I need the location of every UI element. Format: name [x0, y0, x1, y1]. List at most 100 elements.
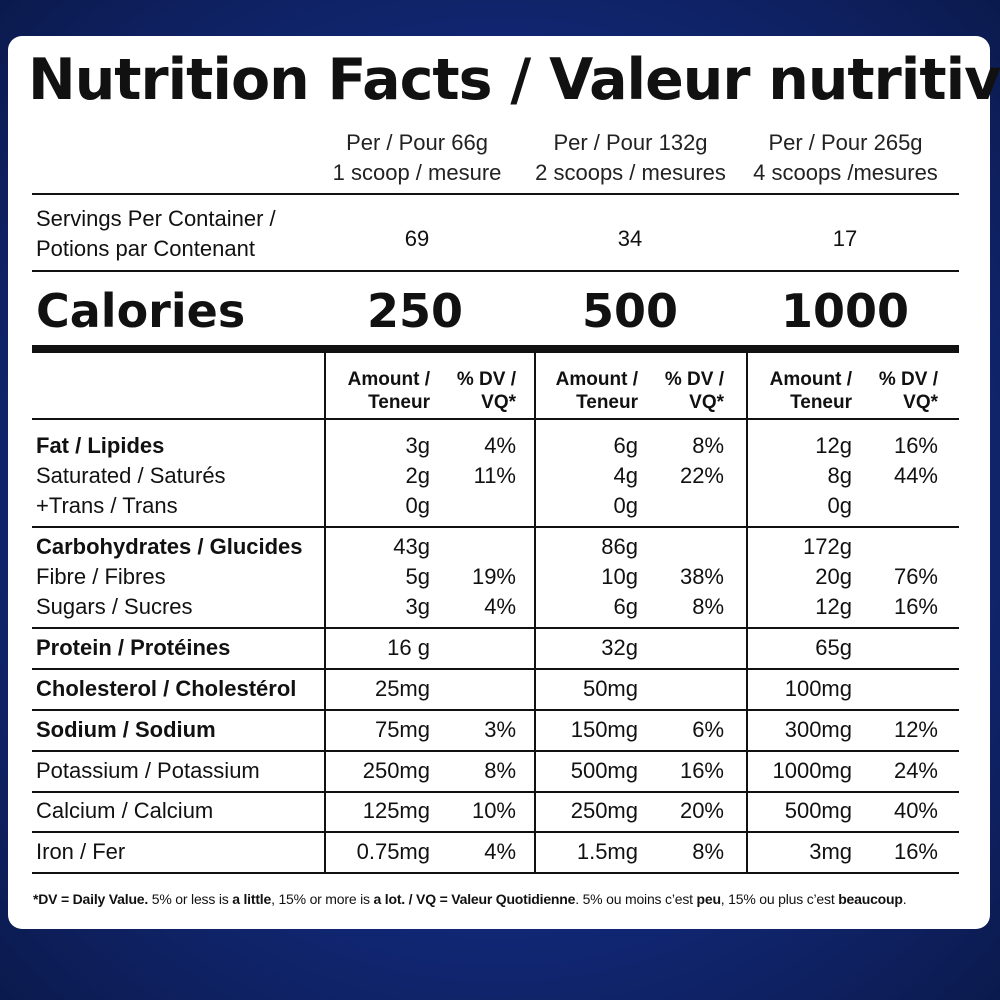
- amount-cell: 0g: [827, 493, 852, 518]
- amount-cell: 0g: [405, 493, 430, 518]
- amount-header: Amount / Teneur: [752, 368, 852, 414]
- serving-header-1-line2: 1 scoop / mesure: [332, 160, 502, 185]
- nutrient-label: +Trans / Trans: [36, 493, 178, 518]
- amount-cell: 65g: [815, 635, 852, 660]
- amount-cell: 86g: [601, 534, 638, 559]
- dv-cell: 40%: [893, 798, 938, 823]
- nutrient-label: Sugars / Sucres: [36, 594, 193, 619]
- serving-header-2-line1: Per / Pour 132g: [553, 130, 708, 155]
- amount-cell: 4g: [613, 463, 638, 488]
- nutrient-label: Sodium / Sodium: [36, 717, 216, 742]
- footnote-part: peu: [696, 891, 721, 907]
- thick-divider: [32, 345, 959, 353]
- serving-header-3: Per / Pour 265g 4 scoops /mesures: [748, 128, 943, 188]
- amount-cell: 25mg: [374, 676, 430, 701]
- amount-header: Amount / Teneur: [538, 368, 638, 414]
- amount-cell: 5g: [405, 564, 430, 589]
- amount-cell: 3g: [405, 594, 430, 619]
- amount-header-line1: Amount /: [769, 369, 852, 390]
- amount-cell: 12g: [815, 594, 852, 619]
- dv-header-line2: VQ*: [481, 392, 516, 413]
- amount-cell: 0g: [613, 493, 638, 518]
- amount-cell: 3g: [405, 433, 430, 458]
- amount-cell: 43g: [393, 534, 430, 559]
- serving-header-2-line2: 2 scoops / mesures: [535, 160, 726, 185]
- calories-value-2: 500: [581, 284, 679, 338]
- amount-cell: 1000mg: [772, 758, 852, 783]
- amount-cell: 6g: [613, 433, 638, 458]
- amount-header-line2: Teneur: [368, 392, 430, 413]
- dv-cell: 6%: [692, 717, 724, 742]
- amount-header: Amount / Teneur: [330, 368, 430, 414]
- footnote-part: 5% or less is: [148, 891, 233, 907]
- dv-cell: 12%: [893, 717, 938, 742]
- amount-cell: 32g: [601, 635, 638, 660]
- amount-cell: 250mg: [570, 798, 638, 823]
- dv-cell: 16%: [893, 839, 938, 864]
- dv-cell: 8%: [692, 839, 724, 864]
- footnote-part: beaucoup: [838, 891, 903, 907]
- dv-cell: 16%: [893, 433, 938, 458]
- column-divider: [534, 353, 536, 873]
- nutrient-label: Calcium / Calcium: [36, 798, 214, 823]
- servings-label-line1: Servings Per Container /: [36, 206, 276, 231]
- serving-header-1-line1: Per / Pour 66g: [346, 130, 488, 155]
- footnote-part: / VQ = Valeur Quotidienne: [404, 891, 576, 907]
- footnote-part: , 15% ou plus c’est: [720, 891, 839, 907]
- page-title: Nutrition Facts / Valeur nutritive: [28, 47, 1000, 113]
- footnote-part: . 5% ou moins c’est: [575, 891, 697, 907]
- divider: [32, 668, 959, 670]
- amount-cell: 500mg: [784, 798, 852, 823]
- nutrient-label: Protein / Protéines: [36, 635, 231, 660]
- serving-header-3-line1: Per / Pour 265g: [768, 130, 923, 155]
- dv-cell: 44%: [893, 463, 938, 488]
- amount-header-line2: Teneur: [576, 392, 638, 413]
- column-divider: [746, 353, 748, 873]
- dv-cell: 38%: [679, 564, 724, 589]
- divider: [32, 627, 959, 629]
- nutrient-label: Fibre / Fibres: [36, 564, 166, 589]
- amount-cell: 3mg: [809, 839, 852, 864]
- amount-cell: 500mg: [570, 758, 638, 783]
- dv-cell: 22%: [679, 463, 724, 488]
- dv-cell: 4%: [484, 594, 516, 619]
- dv-cell: 4%: [484, 433, 516, 458]
- servings-label-line2: Potions par Contenant: [36, 236, 255, 261]
- serving-header-3-line2: 4 scoops /mesures: [753, 160, 938, 185]
- dv-cell: 11%: [473, 463, 516, 488]
- footnote-part: a lot.: [373, 891, 406, 907]
- dv-cell: 16%: [893, 594, 938, 619]
- serving-header-2: Per / Pour 132g 2 scoops / mesures: [528, 128, 733, 188]
- amount-cell: 1.5mg: [576, 839, 638, 864]
- amount-cell: 10g: [601, 564, 638, 589]
- footnote-part: a little: [232, 891, 272, 907]
- amount-cell: 16 g: [387, 635, 430, 660]
- serving-header-1: Per / Pour 66g 1 scoop / mesure: [322, 128, 512, 188]
- servings-per-container-label: Servings Per Container / Potions par Con…: [36, 204, 276, 264]
- footnote-part: , 15% or more is: [271, 891, 374, 907]
- amount-cell: 2g: [405, 463, 430, 488]
- amount-cell: 0.75mg: [356, 839, 430, 864]
- dv-header: % DV / VQ*: [862, 368, 938, 414]
- nutrient-label: Fat / Lipides: [36, 433, 165, 458]
- calories-label: Calories: [36, 284, 246, 338]
- divider: [32, 831, 959, 833]
- dv-cell: 3%: [484, 717, 516, 742]
- dv-header: % DV / VQ*: [440, 368, 516, 414]
- amount-cell: 20g: [815, 564, 852, 589]
- amount-cell: 100mg: [784, 676, 852, 701]
- dv-header-line1: % DV /: [664, 369, 724, 390]
- amount-header-line1: Amount /: [347, 369, 430, 390]
- dv-header-line2: VQ*: [689, 392, 724, 413]
- divider: [32, 526, 959, 528]
- amount-header-line2: Teneur: [790, 392, 852, 413]
- servings-value-2: 34: [617, 226, 643, 251]
- dv-cell: 24%: [893, 758, 938, 783]
- divider: [32, 872, 959, 874]
- calories-value-3: 1000: [780, 284, 910, 338]
- dv-header-line1: % DV /: [456, 369, 516, 390]
- dv-cell: 4%: [484, 839, 516, 864]
- footnote: *DV = Daily Value. 5% or less is a littl…: [33, 891, 907, 907]
- divider: [32, 193, 959, 195]
- amount-cell: 125mg: [362, 798, 430, 823]
